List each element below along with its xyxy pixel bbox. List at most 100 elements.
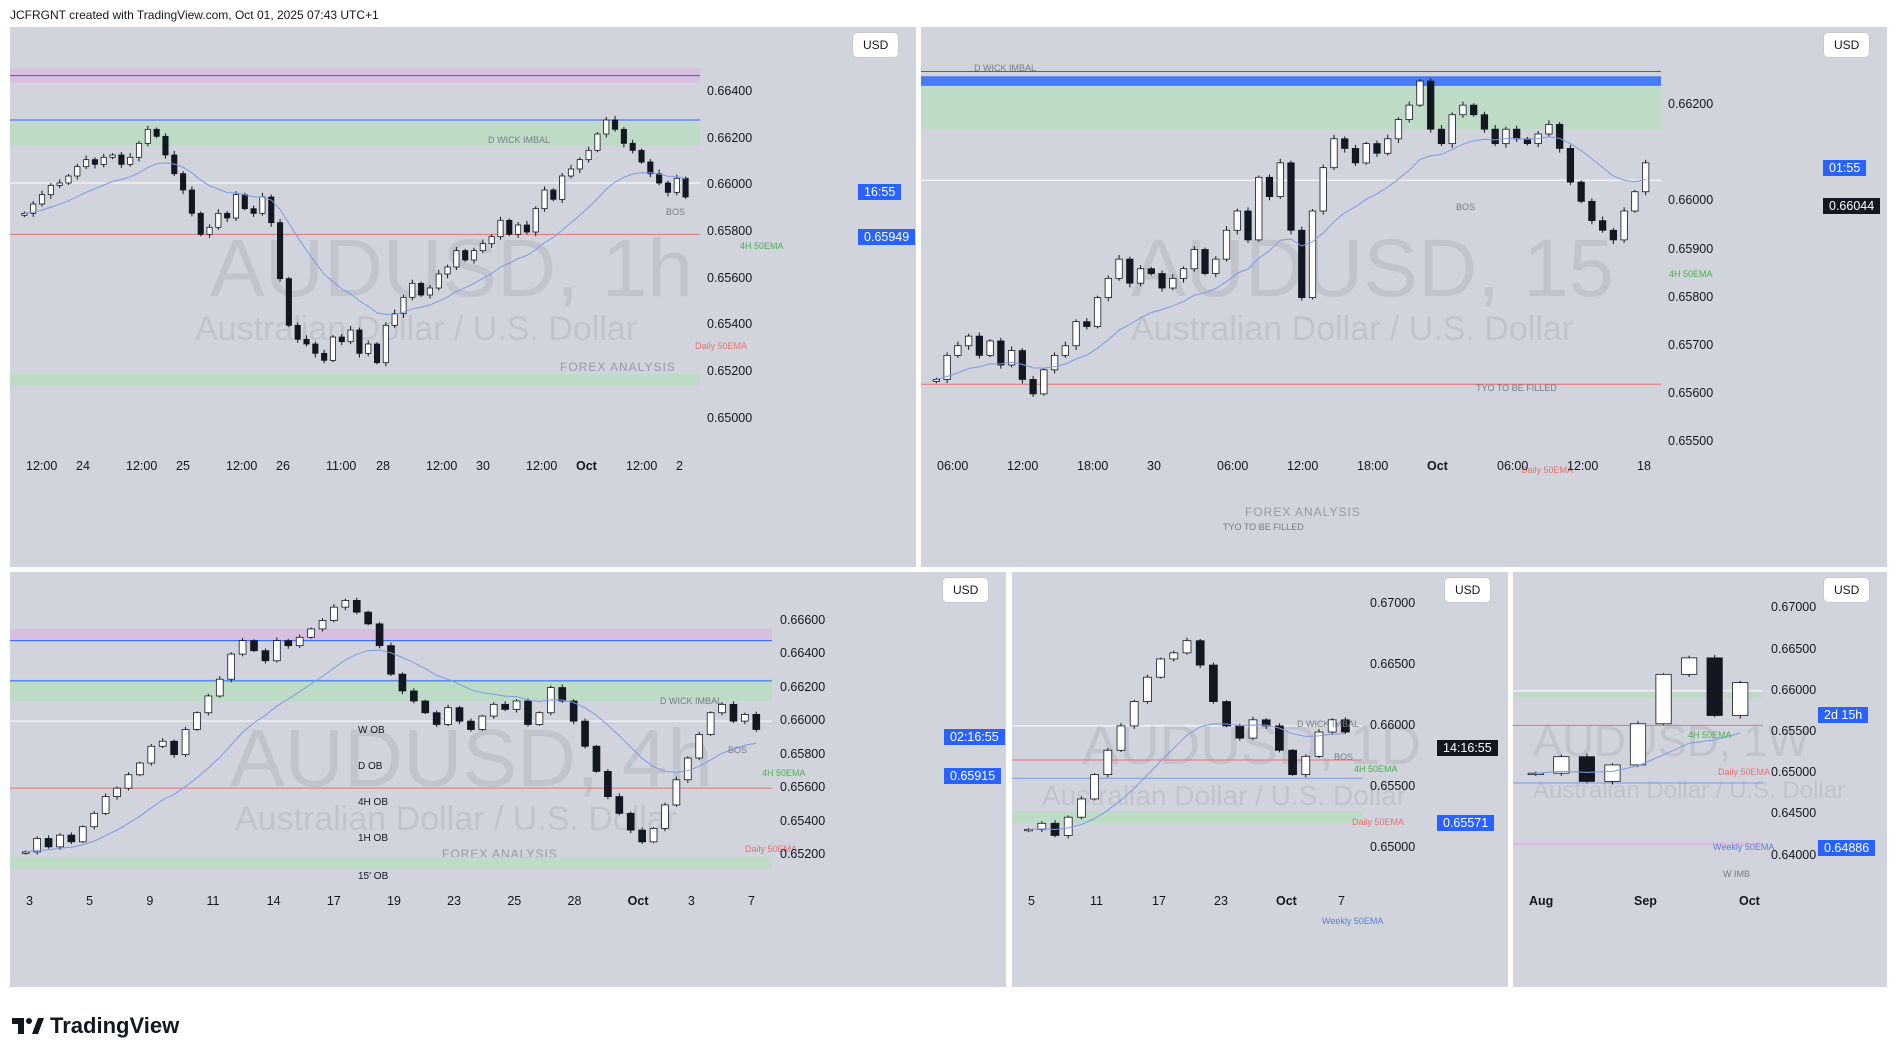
x-tick-label: 28 [567,894,582,908]
candle-body [113,787,121,797]
price-plot[interactable] [10,27,916,567]
chart-panel-4h[interactable]: AUDUSD, 4h Australian Dollar / U.S. Doll… [10,572,1006,987]
x-tick-label: 12:00 [126,459,158,473]
candle-body [682,177,689,198]
ema-line [24,162,686,315]
candle-body [284,640,293,647]
candle-body [1244,210,1252,241]
candle-body [1083,321,1091,327]
price-plot[interactable] [10,572,1006,987]
candle-body [1373,143,1381,154]
candle-body [1631,191,1639,212]
candle-body [638,829,646,843]
x-tick-label: Oct [1427,459,1448,473]
candle-body [227,653,236,680]
candle-body [261,650,270,662]
header-caption: JCFRGNT created with TradingView.com, Oc… [10,8,379,22]
candle-body [1341,138,1349,149]
candle-body [532,208,539,233]
legend-1h-ob: 1H OB [358,833,389,844]
legend-w-ob: W OB [358,725,385,736]
annotation-wick-imbal: D WICK IMBAL [1297,719,1360,729]
y-tick-label: 0.65500 [1771,724,1817,738]
candle-body [1104,277,1112,299]
currency-button[interactable]: USD [1824,578,1870,602]
candle-body [656,173,663,184]
candle-body [1158,273,1166,289]
candle-body [241,194,248,210]
candle-body [1327,719,1337,733]
x-tick-label: 12:00 [1567,459,1599,473]
candle-body [21,851,30,854]
annotation-bos: BOS [666,207,686,217]
y-tick-label: 0.65400 [707,317,753,332]
price-plot[interactable] [1012,572,1508,987]
candle-body [1470,104,1478,116]
annotation-4h-ema: 4H 50EMA [1669,269,1713,279]
y-tick-label: 0.65200 [780,847,826,862]
currency-button[interactable]: USD [943,578,989,602]
candle-body [626,812,635,831]
candle-body [1480,114,1489,130]
annotation-tyo-2: TYO TO BE FILLED [1223,522,1304,532]
price-tag: 0.65949 [858,229,916,245]
candle-body [567,168,575,177]
chart-panel-1w[interactable]: AUDUSD, 1W Australian Dollar / U.S. Doll… [1513,572,1887,987]
y-tick-label: 0.66000 [707,177,753,192]
y-tick-label: 0.66000 [1668,193,1714,208]
x-tick-label: 17 [1152,894,1166,908]
y-tick-label: 0.65800 [1668,289,1714,304]
candle-body [206,226,213,235]
currency-button[interactable]: USD [1445,578,1491,602]
candle-body [250,640,258,652]
candle-body [1351,148,1360,164]
chart-panel-1h[interactable]: AUDUSD, 1h Australian Dollar / U.S. Doll… [10,27,916,567]
currency-button[interactable]: USD [853,33,899,57]
candle-body [398,673,407,692]
x-tick-label: 06:00 [1217,459,1249,473]
annotation-4h-ema: 4H 50EMA [1354,764,1398,774]
candle-body [1037,822,1047,830]
price-zone [10,122,700,146]
candle-body [259,196,266,214]
candle-body [594,133,601,151]
candle-body [432,712,441,725]
annotation-bos: BOS [1334,752,1354,762]
candle-body [550,189,557,200]
candle-body [90,812,99,828]
candle-body [294,324,301,340]
chart-panel-15m[interactable]: AUDUSD, 15 Australian Dollar / U.S. Doll… [921,27,1887,567]
currency-button[interactable]: USD [1824,33,1870,57]
price-zone [10,679,772,701]
candle-body [1566,148,1575,183]
x-tick-label: 11:00 [326,459,357,473]
candle-body [479,243,486,252]
candle-body [127,156,134,165]
annotation-wick-imbal: D WICK IMBAL [974,63,1037,73]
symbol-watermark: AUDUSD, 15 [1131,223,1615,314]
y-tick-label: 0.65600 [1668,385,1714,400]
tradingview-logo-icon [12,1018,44,1034]
price-plot[interactable] [1513,572,1887,987]
tradingview-logo[interactable]: TradingView [10,1013,179,1039]
price-plot[interactable] [921,27,1887,567]
x-tick-label: 19 [387,894,401,908]
candle-body [478,715,487,730]
price-tag: 0.65915 [944,768,1002,784]
chart-panel-1d[interactable]: AUDUSD, 1D Australian Dollar / U.S. Doll… [1012,572,1508,987]
y-tick-label: 0.66200 [780,679,826,694]
x-tick-label: Oct [627,894,649,908]
x-tick-label: 7 [748,894,755,908]
candle-body [153,128,160,137]
candle-body [144,128,151,144]
annotation-w-imb: W IMB [1723,869,1750,879]
candle-body [410,690,418,702]
candle-body [1448,114,1456,145]
candle-body [1599,220,1607,231]
candle-body [558,687,567,702]
candle-body [109,154,116,158]
candle-body [1513,128,1521,140]
candle-body [1556,123,1564,149]
candle-body [1319,167,1327,212]
candle-body [1298,229,1306,299]
